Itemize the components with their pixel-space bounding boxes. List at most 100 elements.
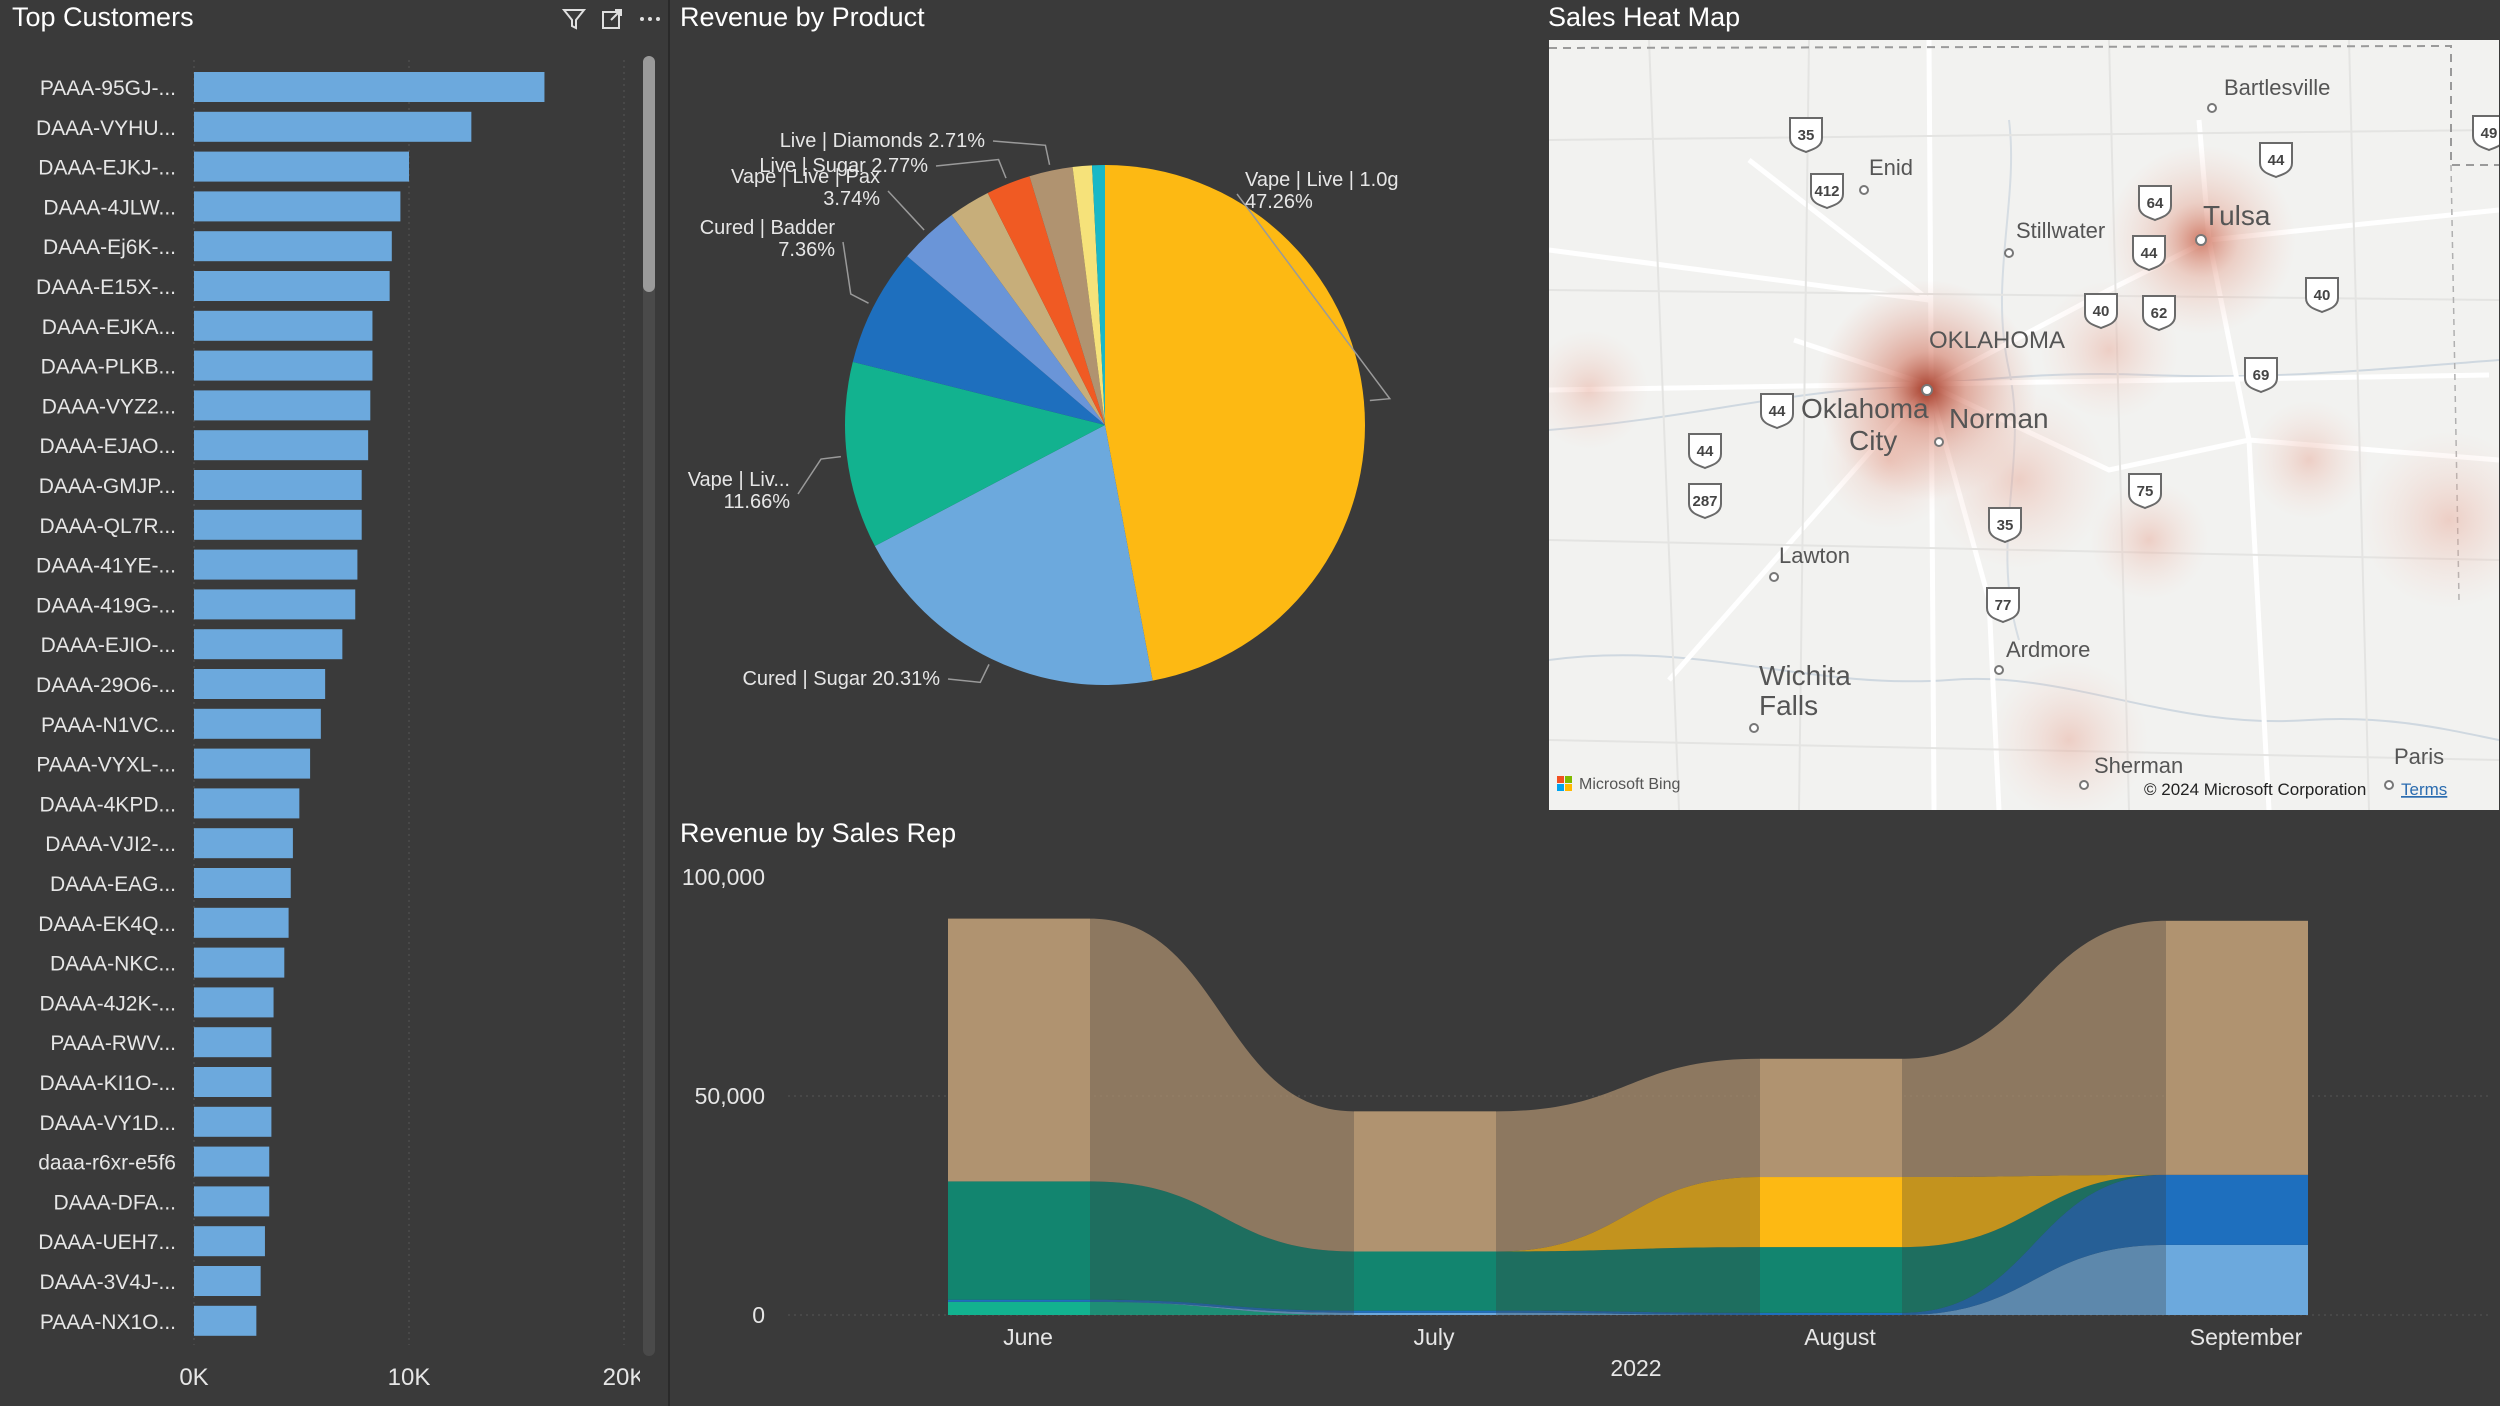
bar[interactable] <box>194 1266 261 1296</box>
bar[interactable] <box>194 1226 265 1257</box>
column-segment[interactable] <box>1354 1111 1496 1252</box>
bar[interactable] <box>194 788 300 819</box>
bar[interactable] <box>194 669 326 699</box>
bar[interactable] <box>194 350 373 381</box>
column-segment[interactable] <box>2166 1174 2308 1245</box>
pie-slice[interactable] <box>1072 165 1105 425</box>
category-label: DAAA-419G-... <box>36 594 176 617</box>
ribbon[interactable] <box>1090 918 1354 1252</box>
ribbon[interactable] <box>1496 1177 1760 1252</box>
bar[interactable] <box>194 111 472 142</box>
pie-slice[interactable] <box>1091 165 1105 425</box>
map-label: Bartlesville <box>2224 75 2330 100</box>
column-segment[interactable] <box>1760 1247 1902 1313</box>
bar[interactable] <box>194 1067 272 1097</box>
map-label: Falls <box>1759 690 1818 721</box>
bar[interactable] <box>194 907 289 938</box>
sales-heat-map-visual[interactable]: Sales Heat Map <box>1540 0 2500 820</box>
bar[interactable] <box>194 589 356 620</box>
ribbon[interactable] <box>1902 920 2166 1178</box>
bar[interactable] <box>194 430 369 461</box>
ribbon[interactable] <box>1496 1058 1760 1252</box>
map-canvas[interactable]: Bartlesville Enid Tulsa Stillwater OKLAH… <box>1549 40 2499 810</box>
svg-text:35: 35 <box>1997 517 2014 534</box>
map-label: Lawton <box>1779 543 1850 568</box>
bar[interactable] <box>194 947 285 978</box>
ribbon[interactable] <box>1902 1174 2166 1248</box>
column-segment[interactable] <box>1760 1312 1902 1315</box>
pie-slice[interactable] <box>1029 167 1105 425</box>
pie-slice[interactable] <box>951 192 1105 425</box>
column-segment[interactable] <box>948 1299 1090 1302</box>
bar[interactable] <box>194 629 343 660</box>
bar[interactable] <box>194 509 362 540</box>
map-copyright: © 2024 Microsoft Corporation <box>2144 780 2366 799</box>
bar[interactable] <box>194 1027 272 1058</box>
ribbon[interactable] <box>1902 1174 2166 1313</box>
column-segment[interactable] <box>1354 1251 1496 1311</box>
ribbon[interactable] <box>1090 1299 1354 1313</box>
bar[interactable] <box>194 1305 257 1336</box>
top-customers-title: Top Customers <box>12 2 194 32</box>
bar[interactable] <box>194 748 311 779</box>
ribbon[interactable] <box>1496 1247 1760 1313</box>
svg-text:62: 62 <box>2151 305 2168 322</box>
bar[interactable] <box>194 987 274 1018</box>
bar[interactable] <box>194 231 392 262</box>
category-label: daaa-r6xr-e5f6 <box>38 1152 176 1175</box>
category-label: DAAA-4KPD... <box>39 793 176 816</box>
bar[interactable] <box>194 708 321 739</box>
pie-slice[interactable] <box>1105 165 1365 681</box>
bar[interactable] <box>194 271 390 301</box>
highway-shield-icon: 75 <box>2128 473 2162 510</box>
column-segment[interactable] <box>2166 1244 2308 1315</box>
revenue-by-sales-rep-visual[interactable]: Revenue by Sales Rep 100,000 50,000 0 June J… <box>670 800 2500 1406</box>
column-segment[interactable] <box>2166 920 2308 1175</box>
ribbon[interactable] <box>1496 1312 1760 1315</box>
bar[interactable] <box>194 470 362 500</box>
bar[interactable] <box>194 828 293 859</box>
column-segment[interactable] <box>1760 1177 1902 1248</box>
bar[interactable] <box>194 868 291 898</box>
bar[interactable] <box>194 1146 270 1177</box>
column-segment[interactable] <box>948 918 1090 1182</box>
x-axis-title: 2022 <box>1610 1355 1661 1381</box>
scrollbar-track[interactable] <box>643 56 655 1356</box>
scrollbar-thumb[interactable] <box>643 56 655 292</box>
pie-slice[interactable] <box>845 361 1105 547</box>
ribbon[interactable] <box>1496 1310 1760 1315</box>
ribbon[interactable] <box>1090 1181 1354 1311</box>
svg-text:287: 287 <box>1692 493 1717 510</box>
column-segment[interactable] <box>948 1181 1090 1300</box>
column-segment[interactable] <box>948 1301 1090 1315</box>
bar[interactable] <box>194 1186 270 1217</box>
bar[interactable] <box>194 72 545 102</box>
ribbon[interactable] <box>1902 1174 2166 1315</box>
bar[interactable] <box>194 310 373 341</box>
y-tick-label: 0 <box>752 1302 765 1328</box>
bar[interactable] <box>194 390 371 421</box>
pie-slice[interactable] <box>907 215 1105 425</box>
category-label: PAAA-95GJ-... <box>40 77 176 100</box>
category-label: PAAA-N1VC... <box>41 714 176 737</box>
bar[interactable] <box>194 1106 272 1137</box>
focus-mode-icon[interactable] <box>598 6 626 34</box>
column-segment[interactable] <box>1760 1058 1902 1178</box>
revenue-by-product-visual[interactable]: Revenue by Product Vape | Live | 1.0g 47.… <box>670 0 1540 800</box>
pie-slice[interactable] <box>874 425 1153 685</box>
filter-icon[interactable] <box>560 6 588 34</box>
pie-slice[interactable] <box>852 256 1105 425</box>
top-customers-visual[interactable]: Top Customers 0K 10K 20K PAAA-95GJ-... DAAA-… <box>0 0 670 1406</box>
column-segment[interactable] <box>1354 1310 1496 1313</box>
column-segment[interactable] <box>1354 1312 1496 1315</box>
bar[interactable] <box>194 191 401 222</box>
ribbon[interactable] <box>1090 1301 1354 1315</box>
category-label: DAAA-E15X-... <box>36 276 176 299</box>
pie-slice[interactable] <box>987 176 1105 425</box>
more-options-icon[interactable] <box>636 6 664 34</box>
bar[interactable] <box>194 549 358 580</box>
map-terms-link[interactable]: Terms <box>2401 780 2447 799</box>
category-label: DAAA-VY1D... <box>39 1112 176 1135</box>
bar[interactable] <box>194 151 409 182</box>
slice-label: Cured | Sugar 20.31% <box>742 668 940 690</box>
